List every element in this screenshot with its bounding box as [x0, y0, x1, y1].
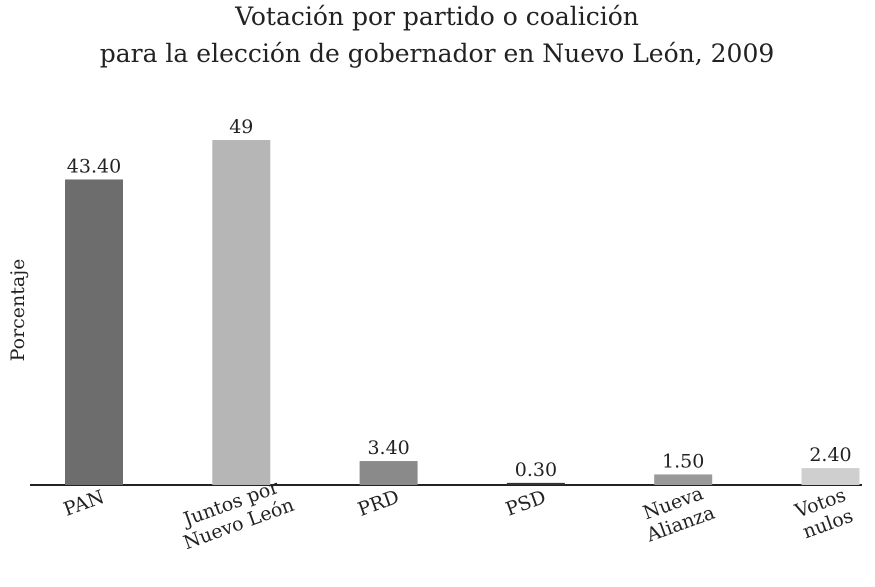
bar [359, 461, 418, 485]
x-tick-label: Votosnulos [791, 484, 856, 544]
y-axis-label: Porcentaje [7, 259, 29, 362]
x-tick-label: PSD [503, 486, 549, 521]
value-label: 3.40 [367, 437, 409, 459]
value-label: 1.50 [662, 450, 704, 472]
value-label: 49 [229, 116, 253, 138]
x-tick-label: PRD [355, 486, 402, 521]
bar [65, 179, 123, 486]
value-label: 43.40 [67, 155, 121, 177]
value-label: 2.40 [809, 444, 851, 466]
bar [801, 468, 860, 485]
bar [654, 474, 713, 485]
x-tick-label: NuevaAlianza [635, 481, 718, 547]
bar [506, 482, 565, 485]
value-label: 0.30 [515, 459, 557, 481]
chart-title: Votación por partido o coalición para la … [100, 2, 775, 68]
x-tick-label: PAN [61, 486, 107, 521]
bar [212, 140, 271, 486]
